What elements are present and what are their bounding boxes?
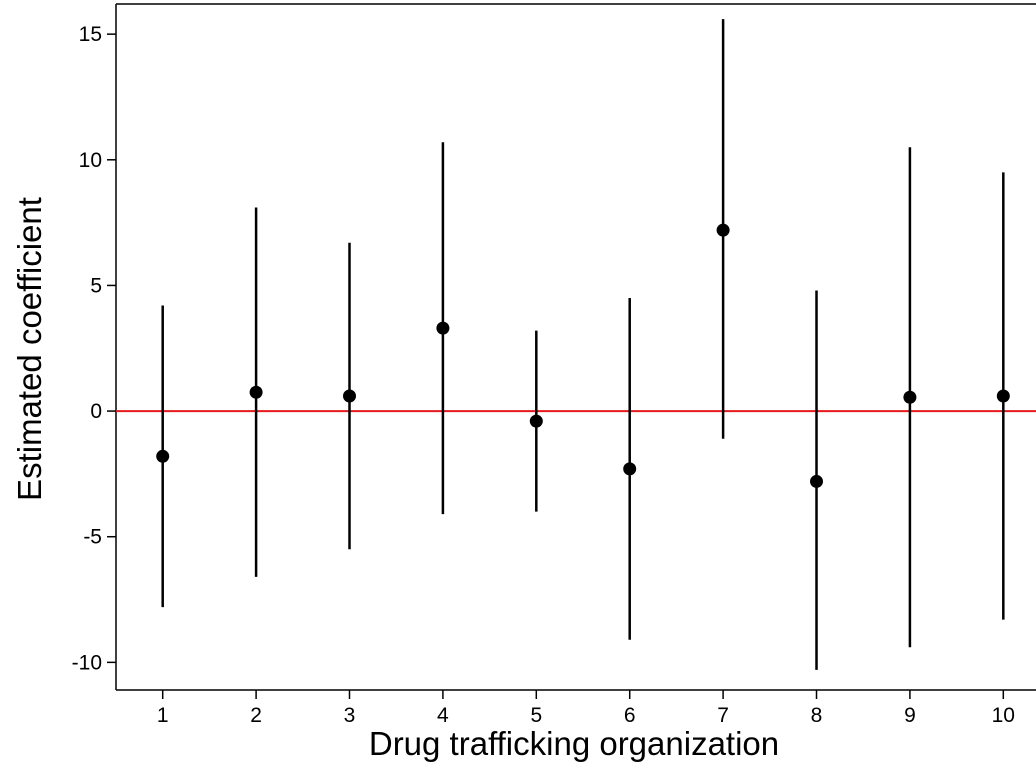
x-tick-label: 6 <box>624 704 636 727</box>
y-tick-label: 0 <box>90 400 102 423</box>
point-estimate-marker <box>343 389 357 403</box>
point-estimate-marker <box>249 385 263 399</box>
y-tick-label: 10 <box>79 149 102 172</box>
axes-group: -10 -5 0 5 10 15 1 2 3 4 5 6 7 8 9 10 <box>72 3 1036 727</box>
x-tick-label: 4 <box>437 704 449 727</box>
x-tick-label: 9 <box>904 704 916 727</box>
y-tick-label: -5 <box>83 526 102 549</box>
x-tick-label: 10 <box>992 704 1015 727</box>
point-estimate-marker <box>623 462 637 476</box>
point-estimate-marker <box>716 223 730 237</box>
point-estimate-marker <box>996 389 1010 403</box>
point-estimate-marker <box>436 321 450 335</box>
y-tick-label: 5 <box>90 274 102 297</box>
point-estimate-marker <box>810 474 824 488</box>
point-estimate-marker <box>529 414 543 428</box>
x-tick-label: 5 <box>530 704 542 727</box>
x-tick-label: 1 <box>157 704 169 727</box>
y-tick-label: -10 <box>72 651 102 674</box>
marks-group <box>156 19 1010 670</box>
point-estimate-marker <box>156 449 170 463</box>
x-tick-label: 8 <box>811 704 823 727</box>
y-tick-label: 15 <box>79 23 102 46</box>
point-estimate-marker <box>903 390 917 404</box>
y-axis-title: Estimated coefficient <box>11 197 48 501</box>
x-tick-label: 3 <box>344 704 356 727</box>
x-tick-label: 2 <box>250 704 262 727</box>
x-axis-title: Drug trafficking organization <box>369 725 779 762</box>
x-tick-label: 7 <box>717 704 729 727</box>
